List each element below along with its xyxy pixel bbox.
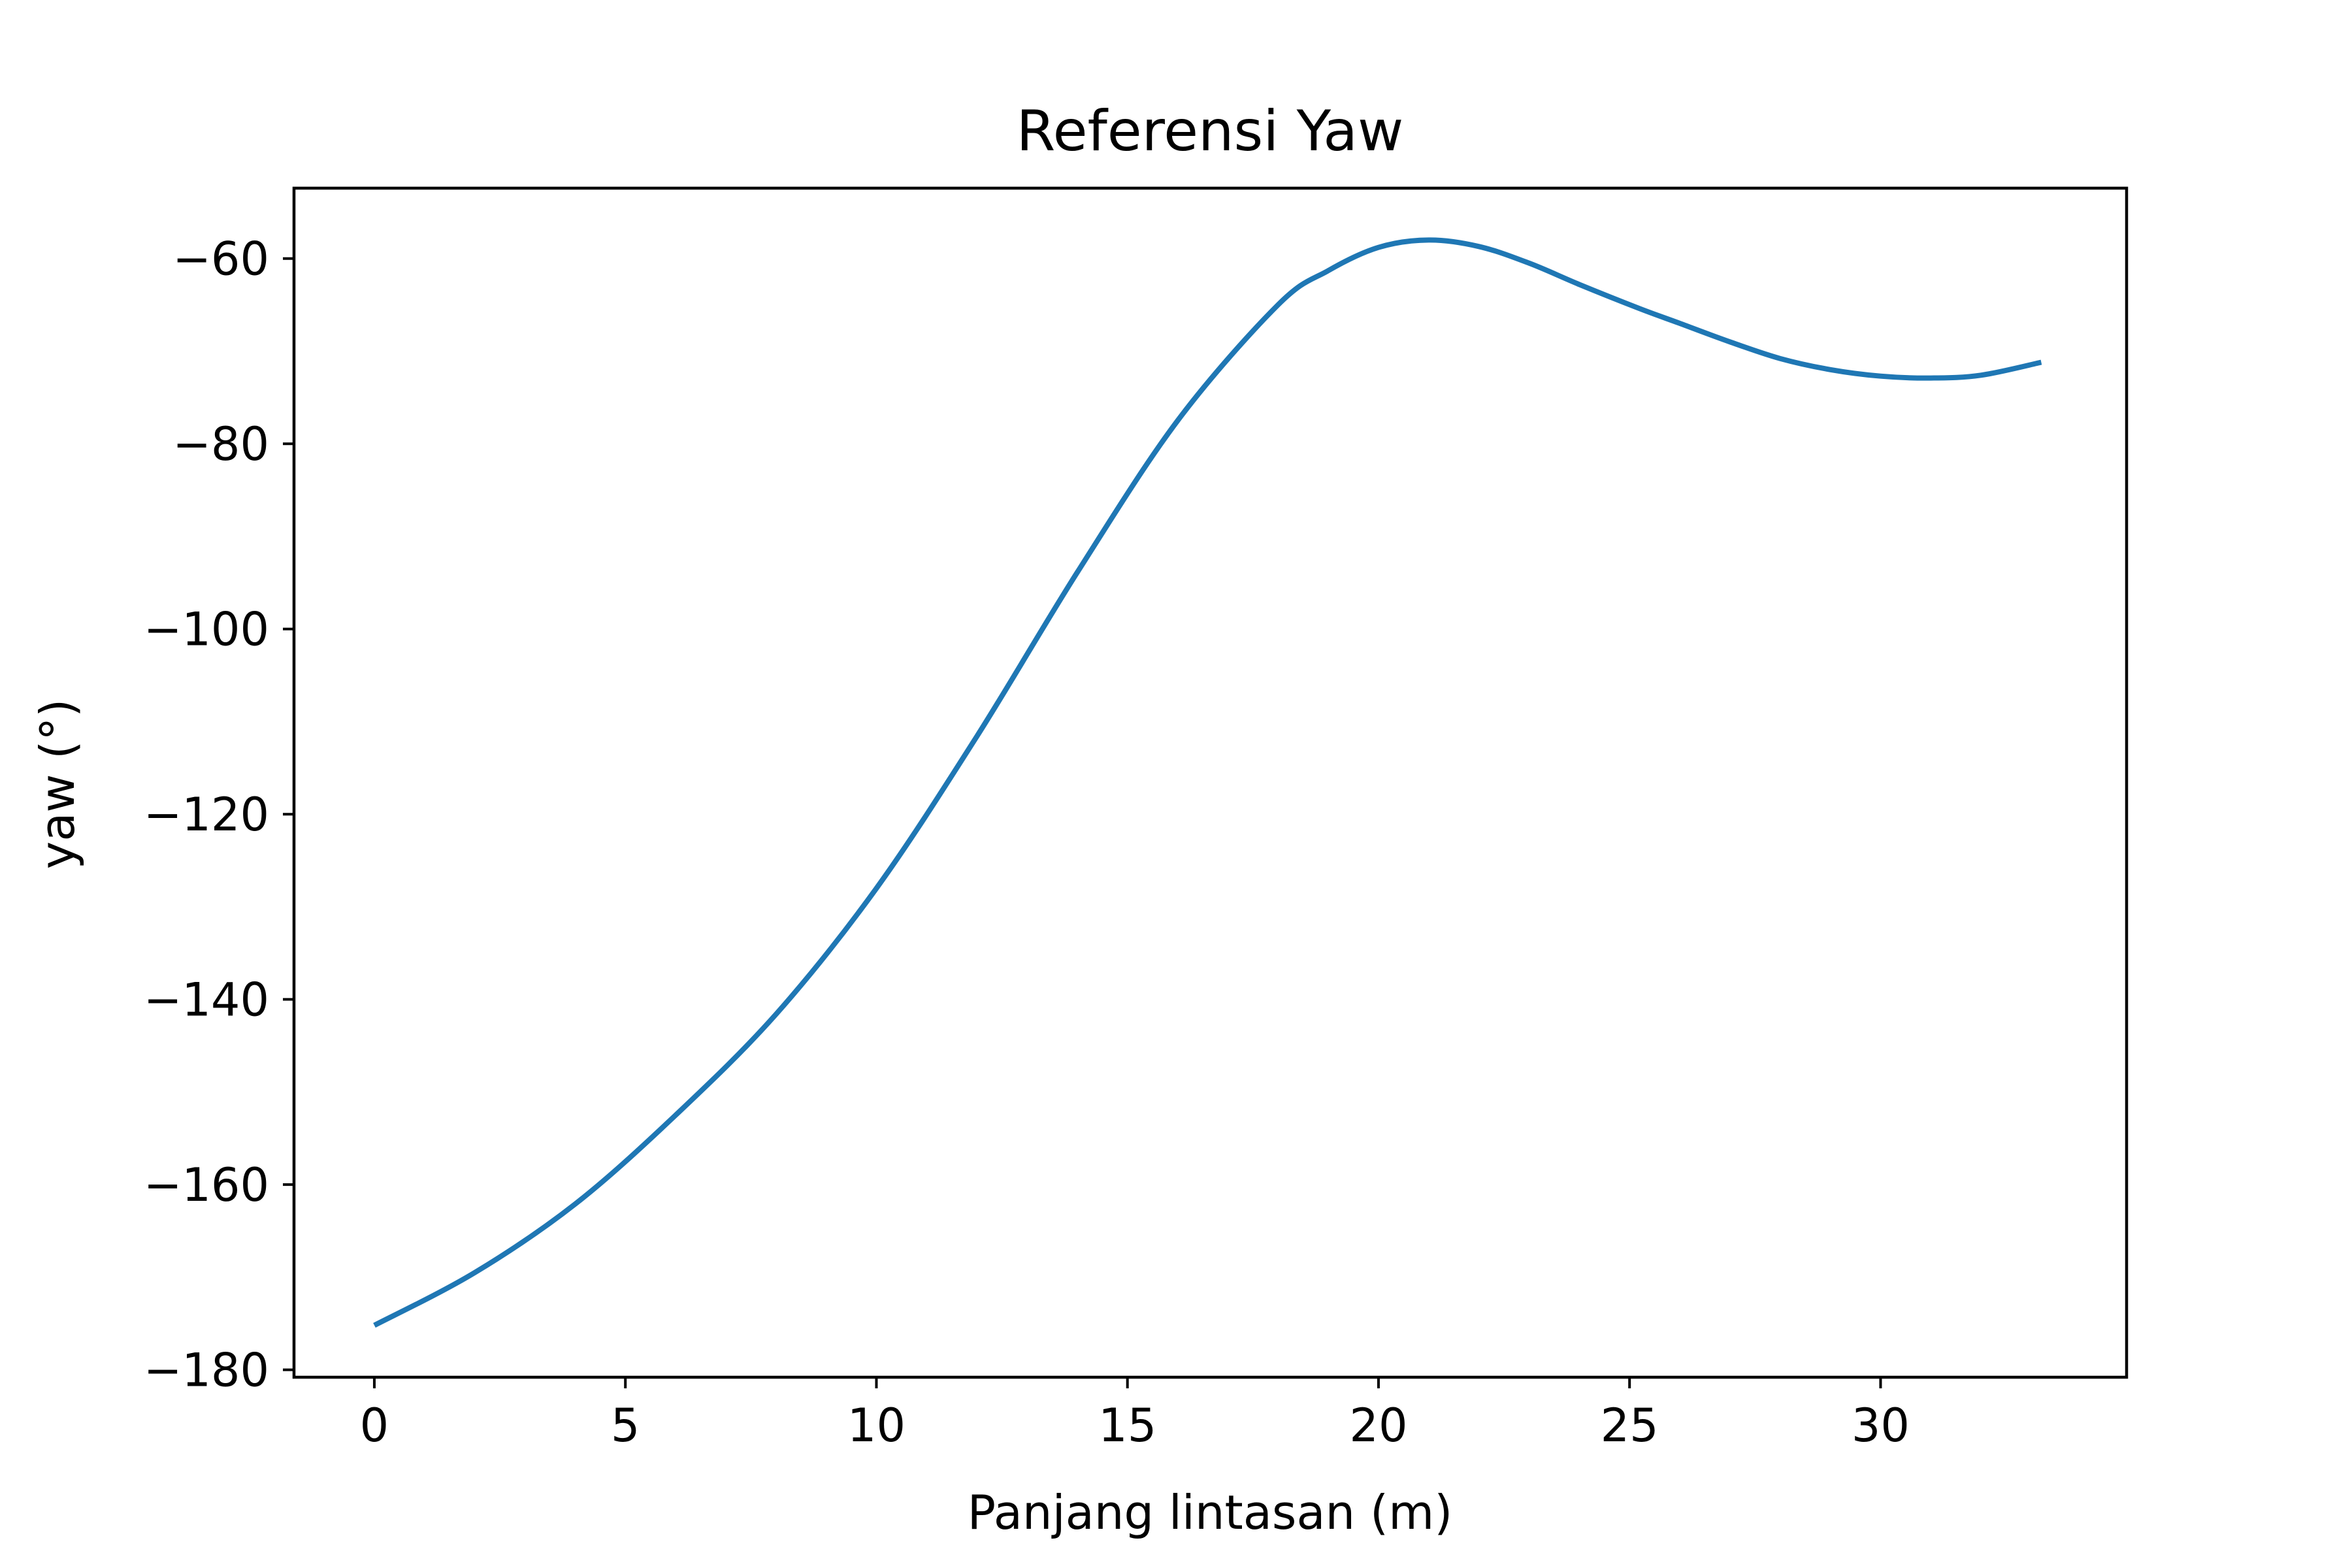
x-tick-label: 25	[1601, 1399, 1659, 1452]
x-tick-label: 30	[1852, 1399, 1910, 1452]
y-tick-label: −100	[144, 603, 269, 657]
plot-frame	[292, 186, 2129, 1379]
y-tick-label: −180	[144, 1344, 269, 1397]
chart-title: Referensi Yaw	[1017, 99, 1404, 164]
y-tick-label: −140	[144, 973, 269, 1027]
y-tick-label: −160	[144, 1158, 269, 1212]
x-axis: 0 5 10 15 20 25 30	[360, 1377, 1910, 1452]
y-tick-label: −60	[172, 233, 269, 286]
x-tick-label: 0	[360, 1399, 389, 1452]
y-axis-label: yaw (°)	[30, 699, 85, 870]
yaw-series-line	[373, 237, 2042, 1328]
x-tick-label: 20	[1349, 1399, 1407, 1452]
x-axis-label: Panjang lintasan (m)	[968, 1485, 1453, 1540]
y-tick-label: −80	[172, 417, 269, 471]
x-tick-label: 15	[1098, 1399, 1156, 1452]
x-tick-label: 10	[847, 1399, 906, 1452]
x-tick-label: 5	[611, 1399, 640, 1452]
y-axis: −60 −80 −100 −120 −140 −160 −180	[144, 233, 294, 1397]
y-tick-label: −120	[144, 788, 269, 841]
plot-area	[373, 237, 2042, 1328]
